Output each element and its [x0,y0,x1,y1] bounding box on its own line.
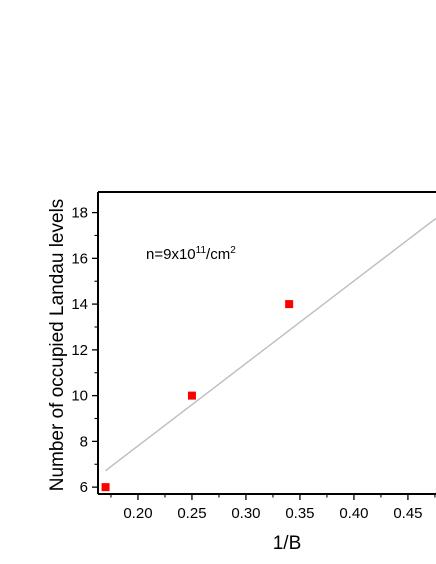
x-tick-label: 0.30 [231,505,260,522]
x-tick-label: 0.20 [123,505,152,522]
y-tick-label: 6 [80,479,88,496]
x-axis-title: 1/B [273,533,302,554]
fit-line [105,217,436,472]
x-tick-label: 0.35 [285,505,314,522]
y-tick-label: 14 [71,296,88,313]
x-tick-label: 0.25 [177,505,206,522]
data-point [285,300,294,309]
y-tick-label: 16 [71,250,88,267]
data-point [187,391,196,400]
x-tick-label: 0.45 [393,505,422,522]
y-tick-label: 12 [71,342,88,359]
y-tick-label: 18 [71,205,88,222]
x-tick-label: 0.40 [339,505,368,522]
y-tick-label: 8 [80,433,88,450]
data-point [101,483,110,492]
y-tick-label: 10 [71,388,88,405]
y-axis-title: Number of occupied Landau levels [47,199,68,492]
annotation-density: n=9x1011/cm2 [146,245,236,263]
